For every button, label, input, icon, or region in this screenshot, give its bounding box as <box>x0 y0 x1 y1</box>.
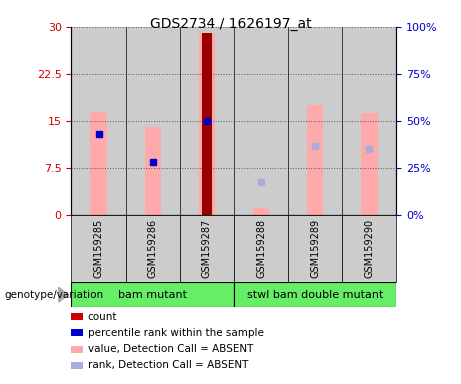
Bar <box>125 215 180 282</box>
Bar <box>342 215 396 282</box>
Bar <box>145 127 161 215</box>
Bar <box>199 33 215 215</box>
Bar <box>180 215 234 282</box>
Polygon shape <box>59 287 68 302</box>
Bar <box>234 27 288 215</box>
Text: genotype/variation: genotype/variation <box>5 290 104 300</box>
Bar <box>71 282 234 307</box>
Text: GSM159288: GSM159288 <box>256 219 266 278</box>
Text: stwl bam double mutant: stwl bam double mutant <box>247 290 384 300</box>
Bar <box>90 112 106 215</box>
Bar <box>253 207 269 215</box>
Text: value, Detection Call = ABSENT: value, Detection Call = ABSENT <box>88 344 253 354</box>
Bar <box>180 27 234 215</box>
Text: GSM159286: GSM159286 <box>148 219 158 278</box>
Bar <box>361 113 378 215</box>
Bar <box>307 105 323 215</box>
Bar <box>125 27 180 215</box>
Text: bam mutant: bam mutant <box>118 290 187 300</box>
Text: GSM159289: GSM159289 <box>310 219 320 278</box>
Text: rank, Detection Call = ABSENT: rank, Detection Call = ABSENT <box>88 360 248 370</box>
Bar <box>71 215 125 282</box>
Bar <box>288 215 342 282</box>
Bar <box>342 27 396 215</box>
Text: GSM159290: GSM159290 <box>364 219 374 278</box>
Bar <box>234 215 288 282</box>
Text: GDS2734 / 1626197_at: GDS2734 / 1626197_at <box>150 17 311 31</box>
Text: GSM159285: GSM159285 <box>94 219 104 278</box>
Bar <box>288 27 342 215</box>
Text: percentile rank within the sample: percentile rank within the sample <box>88 328 264 338</box>
Bar <box>202 33 212 215</box>
Bar <box>71 27 125 215</box>
Bar <box>234 282 396 307</box>
Text: GSM159287: GSM159287 <box>202 219 212 278</box>
Text: count: count <box>88 312 117 322</box>
